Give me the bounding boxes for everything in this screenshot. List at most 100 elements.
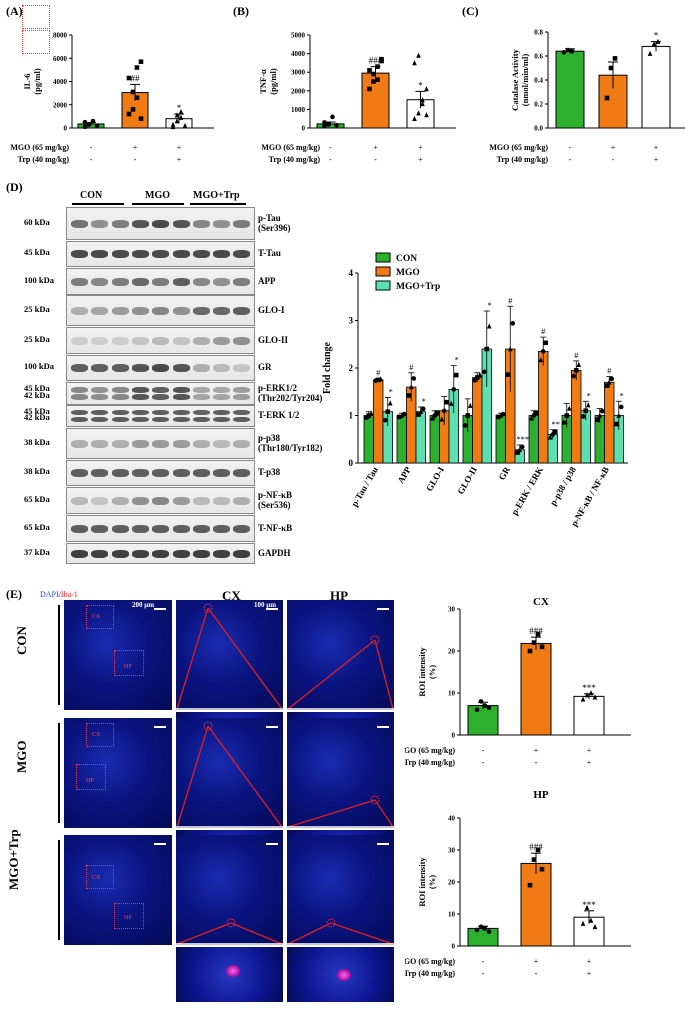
y-axis-label: Fold change <box>322 341 333 394</box>
treatment-label-trp: Trp (40 mg/kg) <box>18 155 70 164</box>
treatment-mgo-sign: - <box>329 143 332 152</box>
catalase-chart: 0.0 0.2 0.4 0.6 0.8 Catalase Activity (nmol/mi… <box>489 29 685 164</box>
col-header-hp: HP <box>330 588 349 603</box>
treatment-trp-sign: - <box>482 969 485 978</box>
magnification-line <box>176 922 232 945</box>
magnification-line <box>330 922 394 945</box>
stain-iba1: Iba-1 <box>60 590 78 599</box>
treatment-trp-sign: - <box>535 969 538 978</box>
blot-band <box>131 416 149 423</box>
bar-mgo <box>373 379 384 464</box>
low-mag-image <box>64 718 172 828</box>
data-point <box>379 58 384 64</box>
scale-bar <box>154 843 166 845</box>
magnified-region-marker <box>326 918 336 928</box>
kda-marker: 38 kDa <box>24 436 50 447</box>
blot-band <box>91 496 109 505</box>
blot-band <box>91 219 109 228</box>
magnification-line <box>230 922 283 945</box>
x-category-label: GR <box>497 465 513 482</box>
data-point <box>406 393 412 398</box>
blot-band <box>111 336 129 345</box>
blot-band <box>71 469 88 477</box>
data-point <box>609 376 615 382</box>
blot-band <box>213 250 231 258</box>
blot-band <box>152 524 170 533</box>
blot-band <box>233 364 251 372</box>
blot-band <box>213 409 231 416</box>
data-point <box>655 38 661 44</box>
significance-mark: ## <box>131 73 141 83</box>
data-point <box>569 48 575 54</box>
blot-band <box>172 336 190 345</box>
y-axis-label: (nmol/min/ml) <box>520 54 530 107</box>
y-tick-label: 0.2 <box>534 101 543 109</box>
treatment-mgo-sign: + <box>587 746 592 755</box>
data-point <box>527 648 533 654</box>
treatment-label-mgo: MGO (65 mg/kg) <box>489 143 548 152</box>
treatment-mgo-sign: + <box>418 143 423 152</box>
blot-band <box>233 336 251 345</box>
tnf-alpha-chart: 0 1000 2000 3000 4000 5000 TNF-α (pg/ml) ### * MGO… <box>258 32 456 164</box>
significance-mark: * <box>455 355 459 365</box>
blot-protein-label: p-Tau (Ser396) <box>258 213 291 233</box>
blot-band <box>152 387 170 393</box>
significance-mark: * <box>177 103 182 113</box>
blot-band <box>192 496 210 505</box>
blot-band <box>111 496 129 505</box>
blot-strip <box>66 241 255 267</box>
data-point <box>401 411 407 417</box>
roi-box-cx-label: CX <box>92 875 101 881</box>
data-point <box>126 111 132 117</box>
treatment-trp-sign: + <box>587 758 592 767</box>
blot-band <box>213 439 231 448</box>
significance-mark: * <box>418 80 423 90</box>
data-point <box>599 408 605 414</box>
y-tick-label: 0.0 <box>534 125 543 133</box>
data-point <box>416 52 421 58</box>
treatment-mgo-sign: - <box>569 143 572 152</box>
blot-protein-label: GLO-I <box>258 305 285 315</box>
blot-band <box>91 394 109 400</box>
blot-band <box>111 364 129 372</box>
blot-protein-label: T-ERK 1/2 <box>258 410 299 420</box>
bar-con <box>528 415 539 464</box>
blot-band <box>213 524 231 533</box>
blot-band <box>131 394 149 400</box>
blot-strip <box>66 428 255 459</box>
row-divider-line <box>58 723 60 823</box>
blot-protein-label: p-NF-κB (Ser536) <box>258 490 292 510</box>
blot-band <box>111 416 129 423</box>
blot-band <box>172 306 190 315</box>
data-point <box>561 420 567 425</box>
data-point <box>415 412 421 417</box>
data-point <box>588 917 594 923</box>
blot-protein-label-line: p-NF-κB <box>258 489 292 500</box>
blot-band <box>213 394 231 400</box>
blot-band <box>111 524 129 533</box>
blot-strip <box>66 355 255 381</box>
data-point <box>439 416 445 422</box>
kda-marker: 100 kDa <box>24 274 54 285</box>
significance-mark: *** <box>516 434 529 444</box>
data-point <box>561 50 567 55</box>
magnification-overlay <box>287 918 394 945</box>
blot-protein-label: T-Tau <box>258 248 281 258</box>
blot-band <box>131 549 149 558</box>
treatment-label-mgo: MGO (65 mg/kg) <box>405 746 455 755</box>
blot-band <box>91 549 109 558</box>
blot-strip <box>66 515 255 542</box>
kda-marker: 60 kDa <box>24 216 50 227</box>
data-point <box>588 690 594 696</box>
blot-band <box>152 469 170 477</box>
y-tick-label: 1 <box>349 411 354 421</box>
data-point <box>138 59 144 65</box>
data-point <box>482 926 488 931</box>
magnification-line <box>374 799 394 828</box>
data-point <box>535 631 541 637</box>
blot-band <box>213 416 231 423</box>
data-point <box>539 866 545 872</box>
data-point <box>594 417 600 423</box>
magnification-line <box>176 725 209 828</box>
data-point <box>420 97 425 103</box>
